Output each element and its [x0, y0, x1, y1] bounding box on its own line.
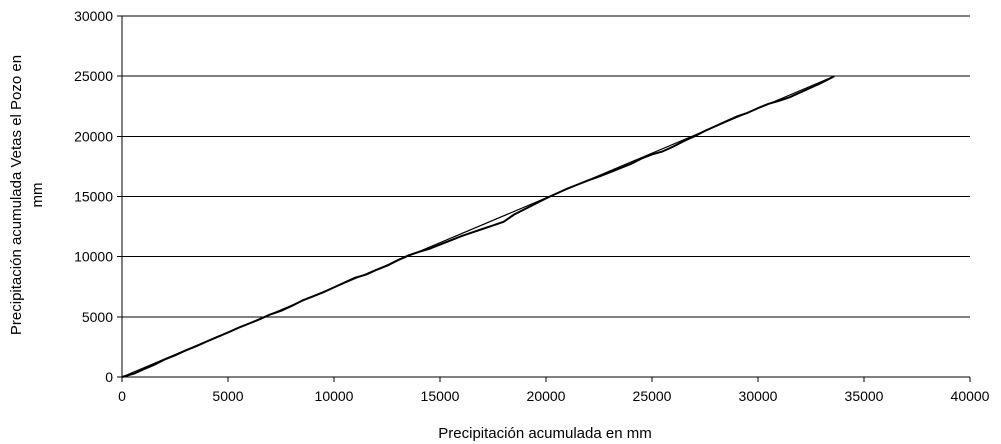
y-tick-label: 20000 [74, 128, 113, 144]
y-axis-title-line1: Precipitación acumulada Vetas el Pozo en [8, 55, 25, 335]
x-tick-label: 20000 [527, 388, 566, 404]
x-tick-label: 40000 [951, 388, 990, 404]
y-tick-label: 10000 [74, 249, 113, 265]
y-tick-label: 0 [105, 369, 113, 385]
y-tick-label: 5000 [82, 309, 113, 325]
x-tick-label: 0 [118, 388, 126, 404]
x-tick-label: 10000 [315, 388, 354, 404]
y-tick-labels: 0 5000 10000 15000 20000 25000 30000 [74, 8, 113, 385]
series-layer [121, 75, 835, 378]
axes [117, 15, 971, 382]
x-tick-label: 5000 [212, 388, 243, 404]
data-line [121, 75, 835, 378]
x-tick-labels: 0 5000 10000 15000 20000 25000 30000 35000 40000 [118, 388, 990, 404]
y-tick-label: 25000 [74, 68, 113, 84]
x-tick-label: 25000 [633, 388, 672, 404]
x-tick-label: 30000 [739, 388, 778, 404]
x-tick-label: 35000 [845, 388, 884, 404]
y-tick-label: 30000 [74, 8, 113, 24]
x-axis-title: Precipitación acumulada en mm [438, 425, 651, 442]
y-tick-label: 15000 [74, 189, 113, 205]
gridlines [122, 15, 970, 318]
y-axis-title-line2: mm [29, 183, 46, 208]
x-tick-label: 15000 [421, 388, 460, 404]
